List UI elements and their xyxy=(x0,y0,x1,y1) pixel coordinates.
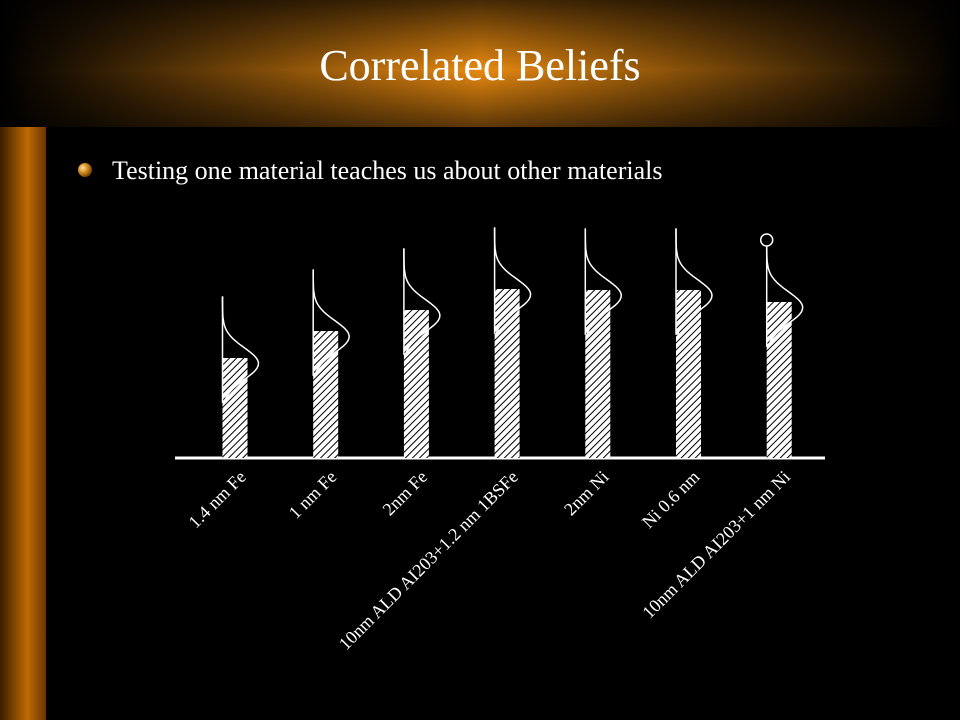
x-tick-label: 10nm ALD AI203+1.2 nm 1BSFe xyxy=(335,467,522,654)
belief-curve xyxy=(584,228,623,336)
belief-curve xyxy=(765,240,804,348)
title-band-shade xyxy=(0,0,960,127)
bar xyxy=(403,310,429,458)
x-tick-label: 1.4 nm Fe xyxy=(184,467,249,532)
x-tick-label: Ni 0.6 nm xyxy=(638,467,703,532)
belief-curve xyxy=(493,227,532,335)
subtitle: Testing one material teaches us about ot… xyxy=(112,156,662,185)
bar xyxy=(222,358,248,458)
bar xyxy=(766,302,792,458)
bullet xyxy=(78,163,92,177)
x-tick-label: 2nm Fe xyxy=(379,467,432,520)
belief-curve xyxy=(312,269,350,377)
bar xyxy=(313,331,339,458)
belief-curve xyxy=(675,228,713,336)
chart-title: Correlated Beliefs xyxy=(319,41,640,90)
bar xyxy=(676,290,701,458)
x-tick-label: 2nm Ni xyxy=(560,467,613,520)
bar xyxy=(494,289,520,458)
belief-curve xyxy=(221,296,260,404)
x-tick-label: 10nm ALD AI203+1 nm Ni xyxy=(638,467,794,623)
bar xyxy=(585,290,611,458)
x-tick-label: 1 nm Fe xyxy=(285,467,341,523)
tested-point xyxy=(759,233,774,247)
belief-curve xyxy=(403,248,441,356)
